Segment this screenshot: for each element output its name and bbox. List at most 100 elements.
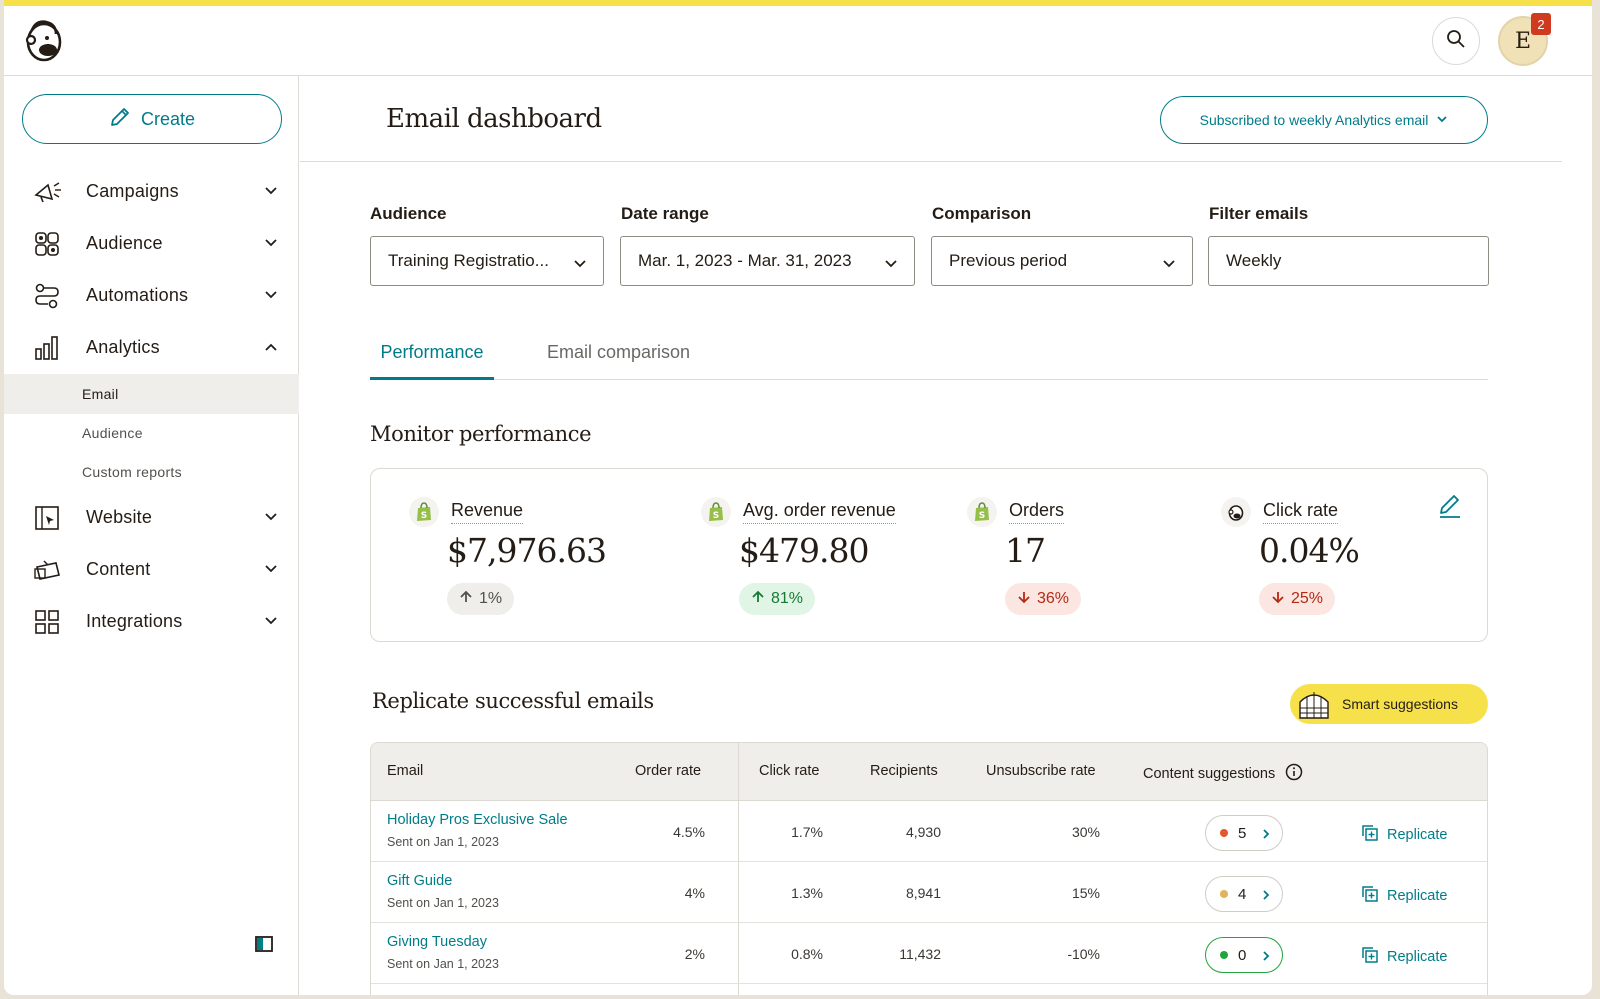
tab-performance[interactable]: Performance	[370, 332, 494, 380]
col-content-suggestions[interactable]: Content suggestions	[1143, 763, 1303, 785]
search-button[interactable]	[1432, 17, 1480, 65]
metric-delta-badge: 81%	[739, 583, 816, 615]
chevron-down-icon	[264, 236, 278, 250]
subscribe-label: Subscribed to weekly Analytics email	[1199, 112, 1429, 128]
chevron-right-icon	[1260, 827, 1272, 839]
sidebar-item-website[interactable]: Website	[4, 494, 299, 540]
table-header: Email Order rate Click rate Recipients U…	[371, 743, 1487, 801]
chevron-down-icon	[1436, 112, 1448, 128]
chevron-down-icon	[573, 256, 587, 270]
metric-label[interactable]: Revenue	[451, 500, 524, 524]
sidebar-item-label: Website	[86, 506, 153, 527]
sidebar-subitem-audience[interactable]: Audience	[82, 425, 143, 441]
metric-delta-badge: 36%	[1005, 583, 1082, 615]
col-recipients[interactable]: Recipients	[870, 763, 938, 779]
col-unsubscribe-rate[interactable]: Unsubscribe rate	[986, 763, 1096, 779]
sidebar-item-integrations[interactable]: Integrations	[4, 598, 299, 644]
email-name-link[interactable]: Holiday Pros Exclusive Sale	[387, 812, 568, 828]
recipients-cell: 4,930	[905, 824, 941, 840]
sidebar-item-analytics[interactable]: Analytics	[4, 324, 299, 370]
suggestions-count: 0	[1238, 946, 1247, 964]
sidebar-item-automations[interactable]: Automations	[4, 272, 299, 318]
emails-table: Email Order rate Click rate Recipients U…	[370, 742, 1488, 995]
notification-badge: 2	[1531, 13, 1551, 35]
monitor-performance-title: Monitor performance	[370, 422, 592, 446]
order-rate-cell: 2%	[684, 946, 705, 962]
sidebar-subitem-custom-reports[interactable]: Custom reports	[82, 464, 182, 480]
sidebar-item-label: Audience	[86, 232, 163, 253]
info-icon[interactable]	[1285, 763, 1303, 785]
sidebar-item-content[interactable]: Content	[4, 546, 299, 592]
metric-delta-value: 81%	[771, 590, 804, 607]
metric-delta-badge: 1%	[447, 583, 515, 615]
sidebar-collapse-icon[interactable]	[254, 934, 274, 954]
smart-suggestions-button[interactable]: Smart suggestions	[1290, 684, 1488, 724]
table-row: Giving Tuesday Sent on Jan 1, 2023 2% 0.…	[371, 924, 1487, 984]
audience-select-value: Training Registratio...	[388, 251, 549, 270]
tab-email-comparison[interactable]: Email comparison	[547, 342, 691, 362]
content-suggestions-pill[interactable]: 4	[1205, 876, 1283, 912]
metric-revenue: S Revenue $7,976.63 1%	[409, 469, 669, 643]
metric-value: 0.04%	[1259, 531, 1360, 570]
email-sent-date: Sent on Jan 1, 2023	[387, 957, 499, 971]
top-bar: E 2	[4, 6, 1592, 76]
recipients-cell: 8,941	[905, 885, 941, 901]
metric-label[interactable]: Avg. order revenue	[743, 500, 896, 524]
col-click-rate[interactable]: Click rate	[759, 763, 820, 779]
content-suggestions-pill[interactable]: 5	[1205, 815, 1283, 851]
metric-label[interactable]: Click rate	[1263, 500, 1339, 524]
filter-emails-input[interactable]: Weekly	[1208, 236, 1489, 286]
app-window: E 2 Create Campaigns Audience	[4, 0, 1592, 995]
email-sent-date: Sent on Jan 1, 2023	[387, 835, 499, 849]
arrow-down-icon	[1017, 590, 1031, 609]
col-order-rate[interactable]: Order rate	[635, 763, 702, 779]
replicate-button[interactable]: Replicate	[1361, 885, 1447, 907]
metric-label[interactable]: Orders	[1009, 500, 1065, 524]
chevron-down-icon	[264, 562, 278, 576]
email-name-link[interactable]: Giving Tuesday	[387, 934, 487, 950]
sidebar-item-label: Integrations	[86, 610, 183, 631]
order-rate-cell: 4.5%	[673, 824, 705, 840]
metric-avg-order-revenue: S Avg. order revenue $479.80 81%	[701, 469, 961, 643]
metric-value: $7,976.63	[447, 531, 607, 570]
table-row: Holiday Pros Exclusive Sale Sent on Jan …	[371, 802, 1487, 862]
shopify-icon: S	[409, 497, 439, 527]
col-email[interactable]: Email	[387, 763, 424, 779]
megaphone-icon	[34, 179, 61, 205]
unsubscribe-rate-cell: -10%	[1067, 946, 1100, 962]
pencil-icon	[109, 106, 131, 133]
date-range-select[interactable]: Mar. 1, 2023 - Mar. 31, 2023	[620, 236, 915, 286]
chevron-down-icon	[264, 614, 278, 628]
recipients-cell: 11,432	[899, 946, 941, 962]
audience-select[interactable]: Training Registratio...	[370, 236, 604, 286]
sidebar-subitem-email[interactable]: Email	[4, 374, 299, 414]
metric-delta-value: 25%	[1291, 590, 1324, 607]
status-dot	[1220, 951, 1228, 959]
edit-metrics-pencil-icon[interactable]	[1437, 493, 1463, 519]
sidebar: Create Campaigns Audience Automations	[4, 76, 299, 995]
sidebar-item-label: Content	[86, 558, 151, 579]
comparison-select[interactable]: Previous period	[931, 236, 1193, 286]
create-button[interactable]: Create	[22, 94, 282, 144]
status-dot	[1220, 890, 1228, 898]
grid-icon	[34, 609, 60, 635]
unsubscribe-rate-cell: 15%	[1071, 885, 1100, 901]
subscribe-analytics-email-button[interactable]: Subscribed to weekly Analytics email	[1160, 96, 1488, 144]
mailchimp-logo-icon[interactable]	[22, 16, 66, 64]
filter-emails-label: Filter emails	[1209, 204, 1309, 223]
sidebar-item-audience[interactable]: Audience	[4, 220, 299, 266]
metric-delta-value: 36%	[1037, 590, 1070, 607]
avatar-initial: E	[1514, 28, 1532, 54]
sidebar-item-campaigns[interactable]: Campaigns	[4, 168, 299, 214]
content-suggestions-pill[interactable]: 0	[1205, 937, 1283, 973]
website-icon	[34, 505, 60, 531]
email-name-link[interactable]: Gift Guide	[387, 873, 453, 889]
column-divider	[738, 743, 739, 995]
svg-text:S: S	[979, 511, 985, 521]
create-label: Create	[140, 108, 196, 129]
replicate-button[interactable]: Replicate	[1361, 824, 1447, 846]
metric-value: $479.80	[739, 531, 869, 570]
suggestions-count: 5	[1238, 824, 1247, 842]
replicate-label: Replicate	[1387, 827, 1448, 843]
replicate-button[interactable]: Replicate	[1361, 946, 1447, 968]
